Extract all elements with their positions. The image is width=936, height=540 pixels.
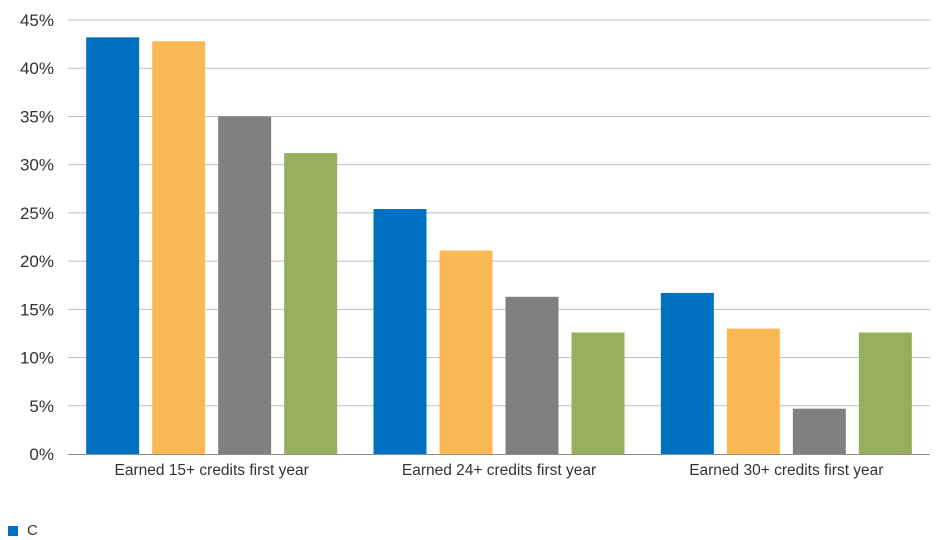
y-tick-label: 0% [29,445,54,464]
bar [505,296,559,454]
y-tick-label: 30% [20,156,54,175]
bar [152,41,206,455]
y-tick-label: 35% [20,107,54,126]
gridlines [68,19,930,407]
bar [439,250,493,454]
bar [86,37,140,455]
y-tick-label: 45% [20,11,54,30]
bar [660,292,714,454]
y-tick-label: 5% [29,397,54,416]
y-tick-label: 25% [20,204,54,223]
y-tick-label: 15% [20,300,54,319]
bar [726,328,780,454]
bars [86,37,912,455]
x-axis-labels: Earned 15+ credits first year Earned 24+ … [115,462,884,479]
bar [284,153,338,455]
legend-swatch [8,525,18,536]
y-tick-label: 20% [20,252,54,271]
bar [858,332,912,454]
bar [571,332,625,454]
y-tick-label: 10% [20,349,54,368]
bar [373,209,427,454]
x-tick-label: Earned 15+ credits first year [115,462,309,479]
legend-label: C [27,522,38,539]
legend: C [8,522,38,539]
bar [218,116,272,454]
bar [792,408,846,454]
y-tick-label: 40% [20,59,54,78]
x-tick-label: Earned 24+ credits first year [402,462,596,479]
x-tick-label: Earned 30+ credits first year [689,462,883,479]
y-axis-ticks: 0% 5% 10% 15% 20% 25% 30% 35% 40% 45% [20,11,54,464]
